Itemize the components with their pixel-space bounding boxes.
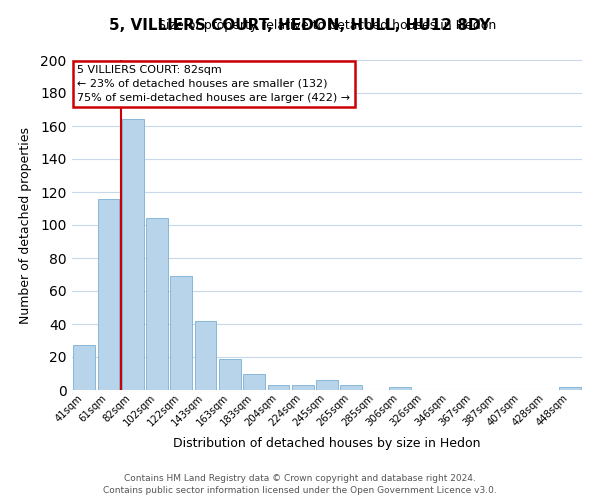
Bar <box>122 120 143 390</box>
Bar <box>292 385 314 390</box>
Bar <box>73 346 95 390</box>
Bar <box>219 358 241 390</box>
X-axis label: Distribution of detached houses by size in Hedon: Distribution of detached houses by size … <box>173 436 481 450</box>
Bar <box>316 380 338 390</box>
Bar <box>243 374 265 390</box>
Y-axis label: Number of detached properties: Number of detached properties <box>19 126 32 324</box>
Bar <box>559 386 581 390</box>
Text: 5, VILLIERS COURT, HEDON, HULL, HU12 8DY: 5, VILLIERS COURT, HEDON, HULL, HU12 8DY <box>109 18 491 32</box>
Text: Contains HM Land Registry data © Crown copyright and database right 2024.
Contai: Contains HM Land Registry data © Crown c… <box>103 474 497 495</box>
Bar <box>340 385 362 390</box>
Title: Size of property relative to detached houses in Hedon: Size of property relative to detached ho… <box>158 20 496 32</box>
Bar <box>194 320 217 390</box>
Bar <box>97 198 119 390</box>
Bar <box>170 276 192 390</box>
Bar <box>268 385 289 390</box>
Bar <box>389 386 411 390</box>
Bar <box>146 218 168 390</box>
Text: 5 VILLIERS COURT: 82sqm
← 23% of detached houses are smaller (132)
75% of semi-d: 5 VILLIERS COURT: 82sqm ← 23% of detache… <box>77 65 350 103</box>
